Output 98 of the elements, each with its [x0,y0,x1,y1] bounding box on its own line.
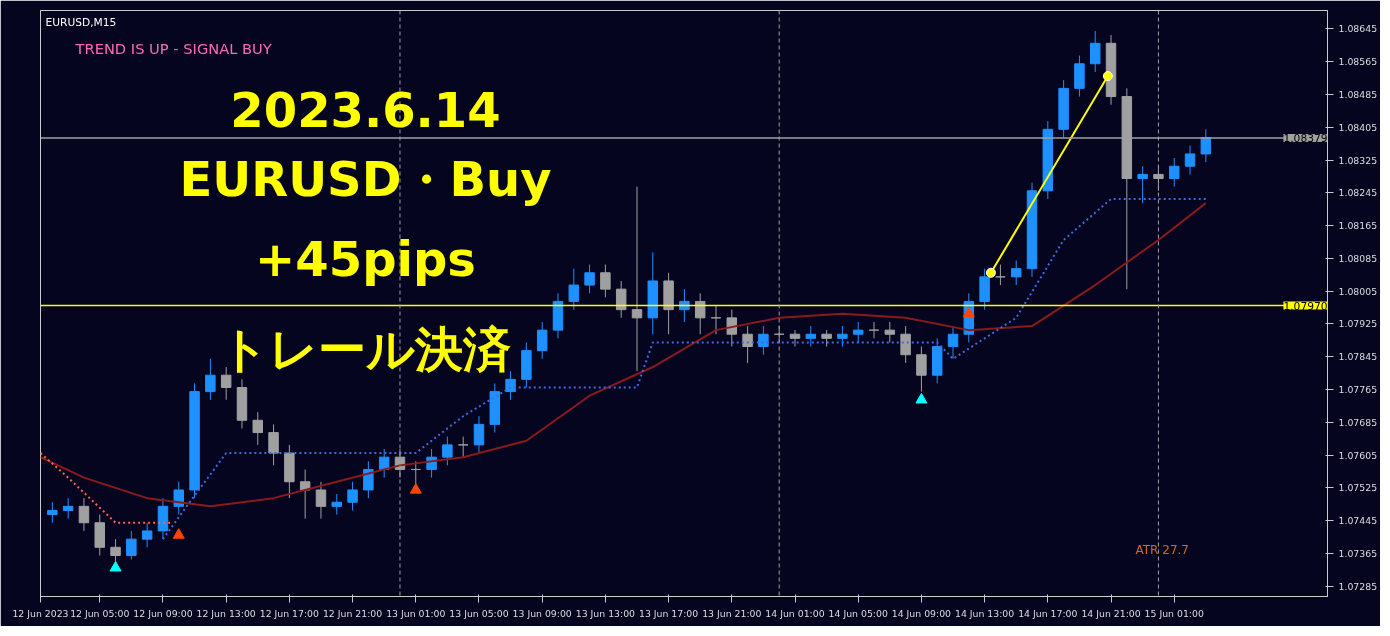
candlestick [205,358,216,401]
annotation: EURUSD・Buy [179,150,552,207]
x-tick-label: 14 Jun 13:00 [954,607,1015,619]
y-tick-label: 1.08325 [1338,154,1378,166]
candlestick [536,321,548,360]
candlestick [473,415,485,454]
candlestick [916,346,927,393]
x-tick-label: 13 Jun 13:00 [575,607,636,619]
x-tick-label: 12 Jun 13:00 [196,607,256,619]
candlestick [363,460,374,499]
x-tick-label: 13 Jun 21:00 [702,607,762,619]
candlestick [1089,30,1101,73]
annotation: トレール決済 [220,320,511,377]
point [962,306,975,318]
annotation: EURUSD,M15 [45,15,117,29]
annotation: TREND IS UP - SIGNAL BUY [74,39,272,57]
x-tick-label: 15 Jun 01:00 [1144,607,1204,619]
x-tick-label: 12 Jun 05:00 [70,607,130,619]
x-tick-label: 14 Jun 09:00 [891,607,952,619]
y-tick-label: 1.07845 [1338,351,1378,363]
x-tick-label: 12 Jun 17:00 [259,607,320,619]
candlestick [347,481,358,511]
candlestick [47,501,58,524]
y-tick-label: 1.08485 [1338,89,1378,101]
candlestick [299,468,311,520]
y-tick-label: 1.08005 [1338,285,1378,297]
y-tick-label: 1.08165 [1338,220,1378,232]
candlestick [1200,128,1212,163]
candlestick [252,411,264,446]
y-tick-label: 1.07525 [1338,482,1378,494]
y-tick-label: 1.07765 [1338,384,1378,396]
candlestick [584,264,595,294]
candlestick [694,292,706,335]
x-tick-label: 12 Jun 21:00 [322,607,383,619]
y-tick-label: 1.07365 [1338,547,1378,559]
y-tick-label: 1.07285 [1338,580,1378,592]
candlestick [900,325,911,364]
y-tick-label: 1.07605 [1338,449,1378,461]
y-tick-label: 1.08405 [1338,121,1378,133]
x-tick-label: 13 Jun 09:00 [512,607,572,619]
candlestick [615,280,627,319]
x-tick-label: 12 Jun 09:00 [133,607,193,619]
x-tick-label: 13 Jun 05:00 [449,607,509,619]
y-tick-label: 1.08085 [1338,252,1378,264]
candlestick [331,493,343,516]
point [109,560,122,572]
point [1102,71,1113,82]
point [985,267,996,278]
candlestick [600,264,611,298]
point [172,528,185,539]
ref-line-label: 1.07970 [1283,299,1328,313]
candlestick [78,497,90,532]
point [409,483,422,494]
candlestick [457,436,469,458]
candlestick [884,321,896,343]
candlestick [852,321,864,343]
candlestick [442,436,453,466]
x-tick-label: 14 Jun 01:00 [765,607,825,619]
ref-line-label: 1.08379 [1283,131,1328,145]
y-tick-label: 1.08245 [1338,187,1378,199]
point [915,392,928,404]
x-tick-label: 14 Jun 05:00 [828,607,888,619]
x-tick-label: 13 Jun 01:00 [386,607,446,619]
candlestick [126,530,137,561]
x-tick-label: 14 Jun 21:00 [1081,607,1141,619]
candlestick [1010,259,1022,286]
y-tick-label: 1.07445 [1338,515,1378,527]
candlestick [995,264,1006,286]
candlestick [141,522,153,548]
candlestick [1137,165,1148,204]
candlestick [868,321,880,339]
candlestick [220,366,232,401]
candlestick [947,325,959,360]
y-tick-label: 1.07685 [1338,416,1378,428]
x-tick-label: 13 Jun 17:00 [638,607,699,619]
candlestick [789,329,801,348]
candlestick [631,186,643,372]
y-tick-label: 1.08645 [1338,23,1378,35]
annotation: 2023.6.14 [230,81,501,138]
candlestick [758,325,769,356]
candlestick [1184,145,1196,175]
x-tick-label: 14 Jun 17:00 [1018,607,1078,619]
y-tick-label: 1.07925 [1338,318,1378,330]
candlestick [315,481,327,520]
candlestick [378,448,390,479]
candlestick [62,497,74,520]
y-tick-label: 1.08565 [1338,56,1378,68]
candlestick [568,268,580,311]
candlestick [742,325,753,364]
candlestick [805,325,817,348]
annotation: +45pips [255,230,476,287]
x-tick-label: 12 Jun 2023 [12,607,69,619]
candlestick [1168,157,1180,188]
candlestick [679,288,690,323]
candlestick [837,325,848,348]
annotation: ATR 27.7 [1135,542,1189,557]
candlestick [710,305,722,335]
candlestick [268,423,279,466]
